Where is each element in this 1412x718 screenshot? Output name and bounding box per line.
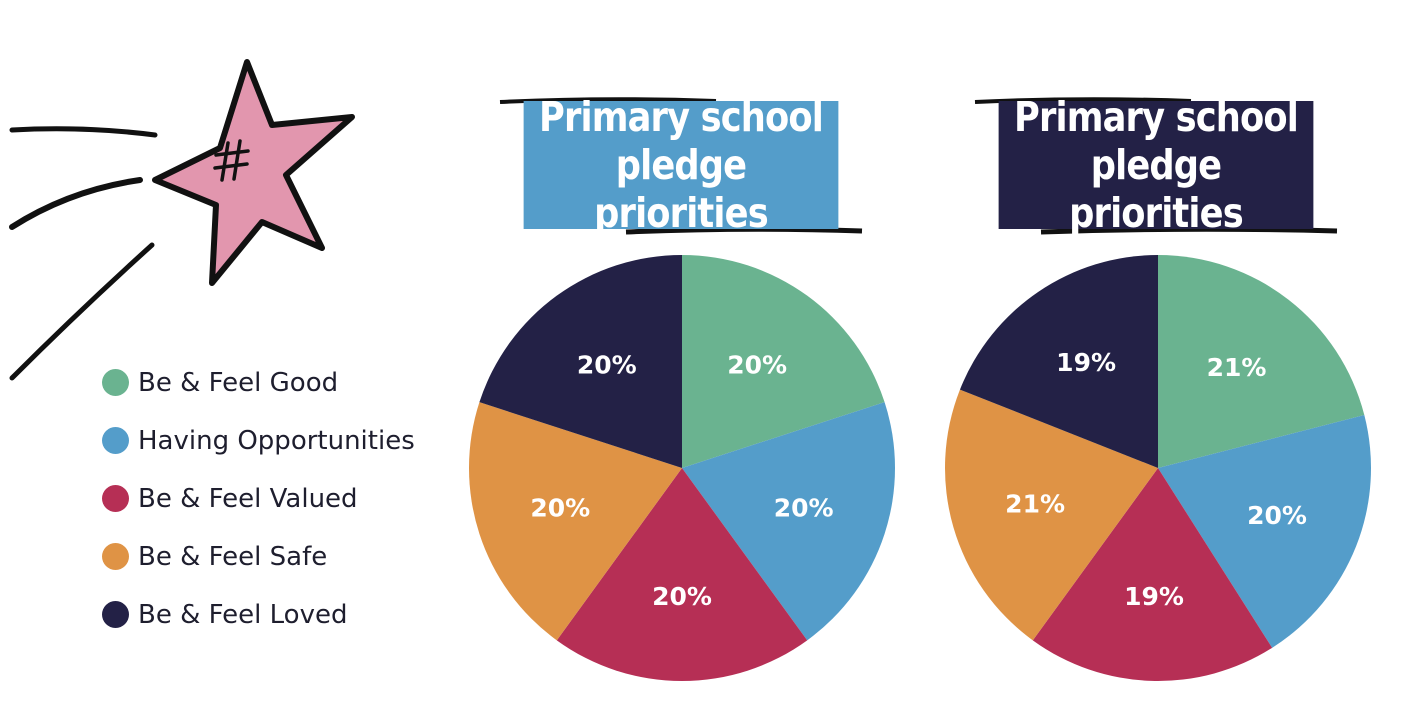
legend-swatch-blue	[102, 427, 129, 454]
pie-value-label-be-feel-good: 21%	[1207, 353, 1267, 382]
legend-label: Be & Feel Safe	[138, 542, 328, 572]
pie-value-label-be-feel-safe: 21%	[1005, 490, 1065, 519]
pie-slice-having-opportunities	[1158, 415, 1372, 648]
chart-title: Primary school pledge priorities	[998, 93, 1314, 237]
pie-slice-be-feel-good	[682, 255, 885, 468]
pie-value-label-be-feel-valued: 19%	[1124, 582, 1184, 611]
pie-slice-having-opportunities	[682, 402, 896, 641]
pie-chart-1: 20% 20% 20% 20% 20%	[468, 254, 896, 682]
pie-slice-be-feel-safe	[468, 402, 682, 641]
legend-swatch-orange	[102, 543, 129, 570]
pie-chart-2: 21% 20% 19% 21% 19%	[945, 255, 1372, 681]
legend-label: Be & Feel Good	[138, 368, 339, 398]
pie-slice-be-feel-valued	[556, 468, 808, 682]
title-brush-outline	[499, 97, 863, 235]
chart-title-text: Primary school pledge priorities	[1014, 93, 1299, 237]
pie-value-label-having-opportunities: 20%	[1247, 501, 1307, 530]
pie-slice-be-feel-good	[1158, 255, 1365, 468]
legend-swatch-red	[102, 485, 129, 512]
chart-title-text: Primary school pledge priorities	[539, 93, 824, 237]
pink-star-icon	[9, 59, 355, 381]
legend-label: Be & Feel Loved	[138, 600, 348, 630]
legend-label: Having Opportunities	[138, 426, 415, 456]
pie-value-label-be-feel-loved: 20%	[577, 350, 637, 379]
legend-swatch-green	[102, 369, 129, 396]
pie-value-label-be-feel-valued: 20%	[652, 582, 712, 611]
pie-slice-be-feel-loved	[959, 255, 1158, 468]
pie-value-label-be-feel-safe: 20%	[530, 494, 590, 523]
pie-slice-be-feel-valued	[1032, 468, 1273, 681]
legend-swatch-navy	[102, 601, 129, 628]
pie-slice-be-feel-loved	[479, 254, 682, 468]
pie-value-label-be-feel-loved: 19%	[1056, 348, 1116, 377]
pie-slice-be-feel-safe	[945, 389, 1158, 641]
pie-value-label-having-opportunities: 20%	[774, 494, 834, 523]
title-brush-outline	[974, 97, 1338, 235]
chart-title: Primary school pledge priorities	[523, 93, 839, 237]
legend-label: Be & Feel Valued	[138, 484, 358, 514]
pie-value-label-be-feel-good: 20%	[727, 350, 787, 379]
